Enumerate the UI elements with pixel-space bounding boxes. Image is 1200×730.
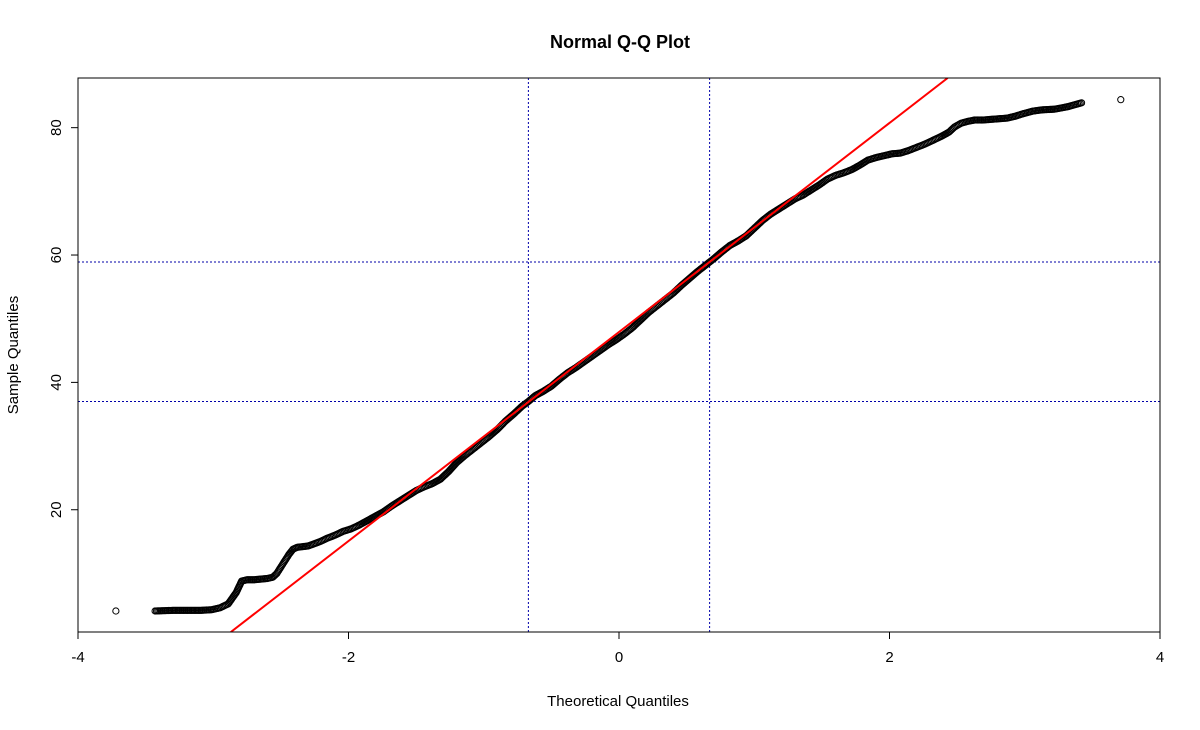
data-point-118 bbox=[1117, 96, 1125, 104]
chart-title: Normal Q-Q Plot bbox=[550, 32, 690, 52]
data-points bbox=[112, 96, 1125, 615]
reference-line bbox=[230, 78, 949, 632]
y-axis-label: Sample Quantiles bbox=[5, 296, 22, 414]
y-tick-label-0: 20 bbox=[48, 501, 65, 518]
x-tick-label-3: 2 bbox=[885, 649, 893, 666]
x-tick-label-2: 0 bbox=[615, 649, 623, 666]
reference-line-group bbox=[230, 78, 949, 632]
y-tick-label-1: 40 bbox=[48, 374, 65, 391]
y-tick-label-2: 60 bbox=[48, 247, 65, 264]
data-point-0 bbox=[112, 607, 120, 615]
y-tick-label-3: 80 bbox=[48, 119, 65, 136]
x-axis: -4 -2 0 2 4 bbox=[71, 632, 1164, 666]
plot-frame bbox=[77, 77, 1161, 633]
x-tick-label-1: -2 bbox=[342, 649, 355, 666]
guide-lines bbox=[78, 78, 1160, 632]
x-tick-label-0: -4 bbox=[71, 649, 84, 666]
x-axis-label: Theoretical Quantiles bbox=[547, 693, 689, 710]
x-tick-label-4: 4 bbox=[1156, 649, 1164, 666]
y-axis: 20 40 60 80 bbox=[48, 119, 78, 518]
data-point-117 bbox=[1077, 99, 1086, 107]
